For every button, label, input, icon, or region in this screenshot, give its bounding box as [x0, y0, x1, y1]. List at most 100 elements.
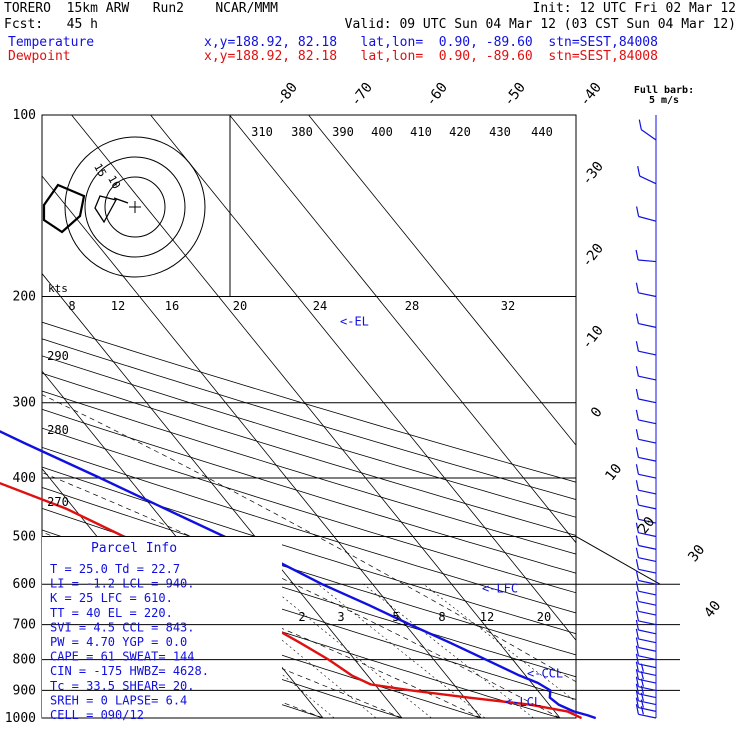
dewpoint-point — [528, 704, 531, 706]
wind-barb-shaft — [638, 590, 657, 596]
wind-barb-flag — [635, 683, 639, 694]
barb-legend-units: 5 m/s — [649, 95, 679, 106]
level-annotation: <-CCL — [527, 666, 563, 680]
init-time: Init: 12 UTC Fri 02 Mar 12 — [532, 1, 737, 16]
parcel-value-row: CELL = 090/12 — [50, 708, 144, 722]
dewpoint-point — [328, 659, 330, 661]
wind-barb-shaft — [638, 629, 657, 635]
wind-barb — [635, 645, 657, 661]
dewpoint-location-info: x,y=188.92, 82.18 lat,lon= 0.90, -89.60 … — [204, 49, 658, 64]
hodograph-ring-label: 10 — [105, 173, 123, 191]
isotherm-label: 40 — [701, 598, 724, 621]
isotherm-line — [0, 115, 7, 718]
wind-barb-shaft — [638, 655, 657, 661]
hodograph-trace — [94, 195, 117, 224]
isotherm-label: 0 — [588, 404, 606, 420]
dry-adiabat — [42, 355, 576, 518]
temperature-point — [409, 624, 411, 626]
wind-barb — [635, 581, 657, 596]
wind-barb-shaft — [638, 686, 657, 691]
wind-barb-flag — [635, 535, 639, 546]
theta-e-label: 280 — [47, 423, 69, 437]
dry-adiabat — [42, 598, 404, 718]
theta-e-label: 290 — [47, 349, 69, 363]
isotherm-label: 30 — [685, 542, 708, 565]
wind-barb — [635, 601, 657, 616]
pressure-tick-label: 900 — [13, 683, 36, 698]
wind-barb-shaft — [638, 568, 657, 574]
wind-barb-shaft — [638, 323, 657, 328]
barb-legend-title: Full barb: — [634, 85, 694, 96]
wind-barb — [637, 165, 657, 185]
dewpoint-point — [351, 674, 353, 677]
wind-barb-flag — [635, 429, 639, 440]
wind-barb-flag — [635, 388, 639, 400]
wind-barb — [635, 547, 657, 563]
wind-barb — [635, 429, 657, 444]
mixing-ratio-label: 28 — [405, 299, 419, 313]
dewpoint-legend-label: Dewpoint — [8, 49, 71, 64]
isotherm-line — [229, 115, 576, 544]
valid-time: Valid: 09 UTC Sun 04 Mar 12 (03 CST Sun … — [344, 17, 736, 32]
wind-barb — [635, 494, 657, 510]
wind-barb-shaft — [638, 600, 657, 606]
mixing-ratio-label: 20 — [233, 299, 247, 313]
parcel-panel-bg — [42, 536, 282, 718]
dry-adiabat — [42, 486, 576, 656]
wind-barb-flag — [635, 447, 639, 458]
wind-barb-flag — [640, 678, 644, 687]
dry-adiabat — [42, 466, 576, 635]
mixing-ratio-label: 24 — [313, 299, 327, 313]
wind-barb — [635, 480, 657, 495]
parcel-value-row: CAPE = 61 SWEAT= 144 — [50, 650, 195, 664]
hodograph-ring-label: 15 — [91, 161, 109, 179]
theta-label: 440 — [531, 125, 553, 139]
isotherm-line — [71, 115, 561, 718]
wind-barb — [636, 206, 657, 222]
pressure-tick-label: 100 — [13, 108, 36, 123]
pressure-tick-label: 400 — [13, 471, 36, 486]
temperature-point — [518, 674, 520, 677]
wind-barb-flag — [635, 494, 639, 506]
temperature-point — [23, 442, 26, 444]
wind-barb — [635, 409, 657, 425]
wind-barb-shaft — [638, 700, 657, 706]
dewpoint-point — [299, 642, 301, 644]
wind-barb-column — [635, 115, 657, 719]
pressure-tick-label: 500 — [13, 529, 36, 544]
temperature-point — [549, 689, 551, 692]
wind-barb-flag — [635, 313, 639, 324]
temperature-point — [485, 659, 487, 661]
wind-barb-flag — [635, 637, 639, 648]
wind-barb — [635, 249, 657, 263]
wind-barb-flag — [635, 547, 639, 558]
theta-label: 380 — [291, 125, 313, 139]
isotherm-label: -20 — [579, 241, 607, 271]
temperature-legend-label: Temperature — [8, 35, 95, 50]
dewpoint-point — [467, 697, 469, 699]
isotherm-label: -40 — [577, 80, 605, 110]
wind-barb — [635, 447, 657, 462]
wind-barb — [635, 591, 657, 606]
temperature-point — [573, 710, 575, 713]
level-annotation: <-LFC — [482, 582, 518, 596]
wind-barb-flag — [640, 663, 644, 672]
parcel-value-row: CIN = -175 HWBZ= 4628. — [50, 664, 209, 678]
wind-barb-shaft — [638, 518, 657, 524]
dry-adiabat — [42, 321, 576, 483]
level-annotation: <-LCL — [505, 695, 541, 709]
wind-barb — [635, 559, 657, 574]
mixing-ratio-line — [363, 583, 534, 718]
wind-barb-shaft — [638, 532, 657, 538]
hodograph-trace — [42, 183, 86, 234]
temperature-point — [549, 697, 551, 699]
wind-barb-flag — [635, 661, 639, 672]
mixing-ratio-label: 5 — [392, 610, 399, 624]
wind-barb-shaft — [638, 638, 657, 644]
parcel-value-row: T = 25.0 Td = 22.7 — [50, 562, 180, 576]
isotherm-line — [308, 115, 576, 446]
isotherm-line — [42, 272, 403, 718]
dewpoint-point — [370, 683, 372, 686]
theta-label: 430 — [489, 125, 511, 139]
